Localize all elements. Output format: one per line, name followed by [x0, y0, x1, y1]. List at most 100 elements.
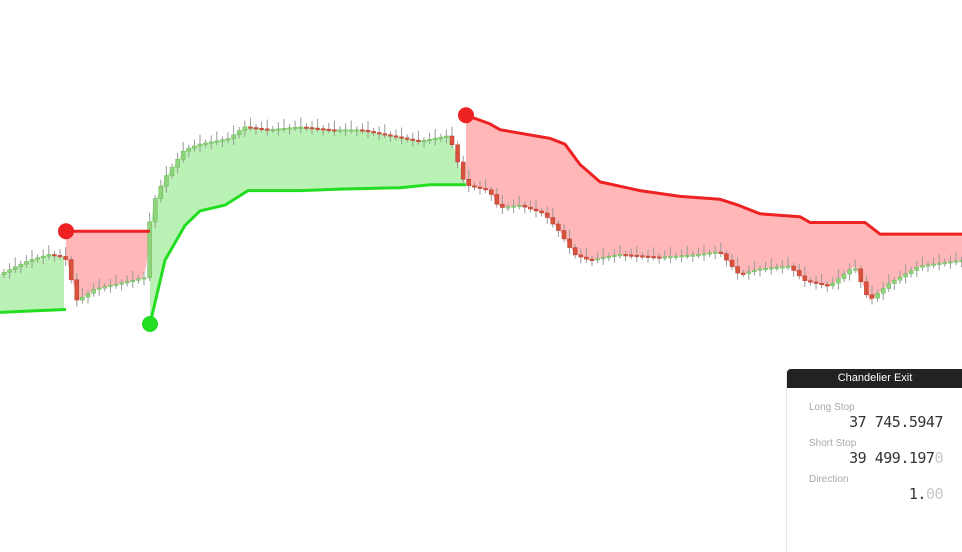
candle-body: [1, 272, 7, 275]
sell-signal-dot: [458, 107, 474, 124]
candle-body: [584, 256, 589, 260]
candle-body: [259, 127, 264, 130]
candle-body: [203, 142, 208, 145]
candle-body: [444, 135, 449, 138]
candle-body: [320, 128, 326, 131]
stop-fill-layer: [0, 115, 962, 324]
candle-body: [852, 268, 858, 271]
candle-body: [763, 268, 768, 271]
candle-body: [197, 143, 203, 147]
candle-body: [276, 128, 281, 131]
candle-body: [220, 139, 225, 142]
candle-body: [287, 127, 292, 130]
candle-body: [836, 278, 841, 284]
candle-body: [102, 286, 108, 289]
candle-body: [645, 255, 651, 258]
candle-body: [354, 129, 360, 132]
candle-body: [651, 256, 656, 259]
candle-body: [578, 254, 584, 258]
stop-fill-2: [150, 126, 466, 324]
candle-body: [488, 189, 494, 195]
candle-body: [343, 129, 348, 132]
candle-body: [119, 282, 124, 285]
candle-body: [472, 185, 477, 188]
candle-body: [690, 254, 696, 257]
candle-body: [774, 266, 780, 269]
stop-line-short: [465, 113, 962, 236]
candle-body: [600, 257, 606, 260]
candle-body: [931, 263, 936, 266]
candle-body: [880, 288, 886, 294]
candle-body: [494, 194, 500, 205]
candle-body: [824, 284, 830, 287]
candle-body: [628, 254, 634, 257]
stop-fill-1: [66, 227, 150, 301]
candle-body: [113, 283, 119, 286]
candle-body: [869, 294, 875, 299]
candle-body: [483, 188, 488, 191]
candle-body: [724, 253, 729, 261]
direction-value-faded: 00: [925, 485, 944, 503]
candle-body: [914, 267, 920, 271]
candle-body: [757, 268, 763, 271]
candle-body: [785, 265, 791, 268]
candle-body: [12, 266, 18, 270]
candle-body: [796, 270, 802, 277]
candle-body: [399, 136, 404, 139]
candle-body: [29, 259, 35, 262]
candle-body: [808, 280, 813, 283]
candle-body: [388, 134, 393, 137]
candle-body: [595, 258, 600, 261]
candle-body: [925, 264, 931, 267]
sell-signal-dot: [58, 223, 74, 240]
candle-body: [886, 283, 892, 289]
indicator-panel: Chandelier Exit Long Stop 37 745.5947 Sh…: [786, 369, 962, 552]
candle-body: [539, 210, 544, 214]
candle-body: [309, 127, 315, 130]
direction-row: Direction 1.00: [809, 474, 959, 503]
candle-body: [410, 138, 416, 141]
direction-value: 1.00: [809, 485, 959, 503]
candle-body: [953, 260, 959, 263]
candle-body: [740, 272, 746, 275]
candle-body: [130, 279, 136, 282]
candle-body: [18, 263, 24, 268]
candle-body: [96, 287, 102, 290]
candle-body: [908, 270, 914, 275]
candle-body: [124, 281, 130, 284]
candle-body: [40, 255, 46, 258]
candle-body: [404, 137, 410, 140]
candle-body: [567, 238, 572, 248]
candle-body: [701, 253, 707, 256]
candle-body: [875, 293, 880, 299]
candle-body: [768, 267, 774, 270]
candle-body: [52, 254, 57, 257]
signals-layer: [58, 107, 474, 332]
candle-body: [847, 269, 852, 275]
candle-body: [332, 129, 337, 132]
candle-body: [169, 167, 175, 176]
candle-body: [516, 204, 522, 207]
candle-body: [360, 129, 365, 132]
candle-body: [264, 128, 270, 131]
candle-body: [617, 254, 623, 257]
candle-body: [421, 140, 427, 143]
candle-body: [589, 258, 595, 261]
long-stop-value: 37 745.5947: [809, 413, 959, 431]
candle-body: [460, 161, 466, 180]
candle-body: [500, 203, 505, 208]
candle-body: [270, 129, 276, 132]
candle-body: [746, 271, 752, 274]
short-stop-label: Short Stop: [809, 438, 857, 449]
candle-body: [696, 254, 701, 257]
candle-body: [236, 130, 242, 136]
candle-body: [214, 140, 220, 143]
candle-body: [505, 206, 511, 209]
candle-body: [606, 256, 612, 259]
candle-body: [91, 289, 96, 294]
candle-body: [158, 185, 164, 199]
candle-body: [376, 132, 382, 135]
long-stop-label: Long Stop: [809, 402, 855, 413]
candle-body: [477, 186, 483, 189]
candle-body: [152, 198, 158, 223]
